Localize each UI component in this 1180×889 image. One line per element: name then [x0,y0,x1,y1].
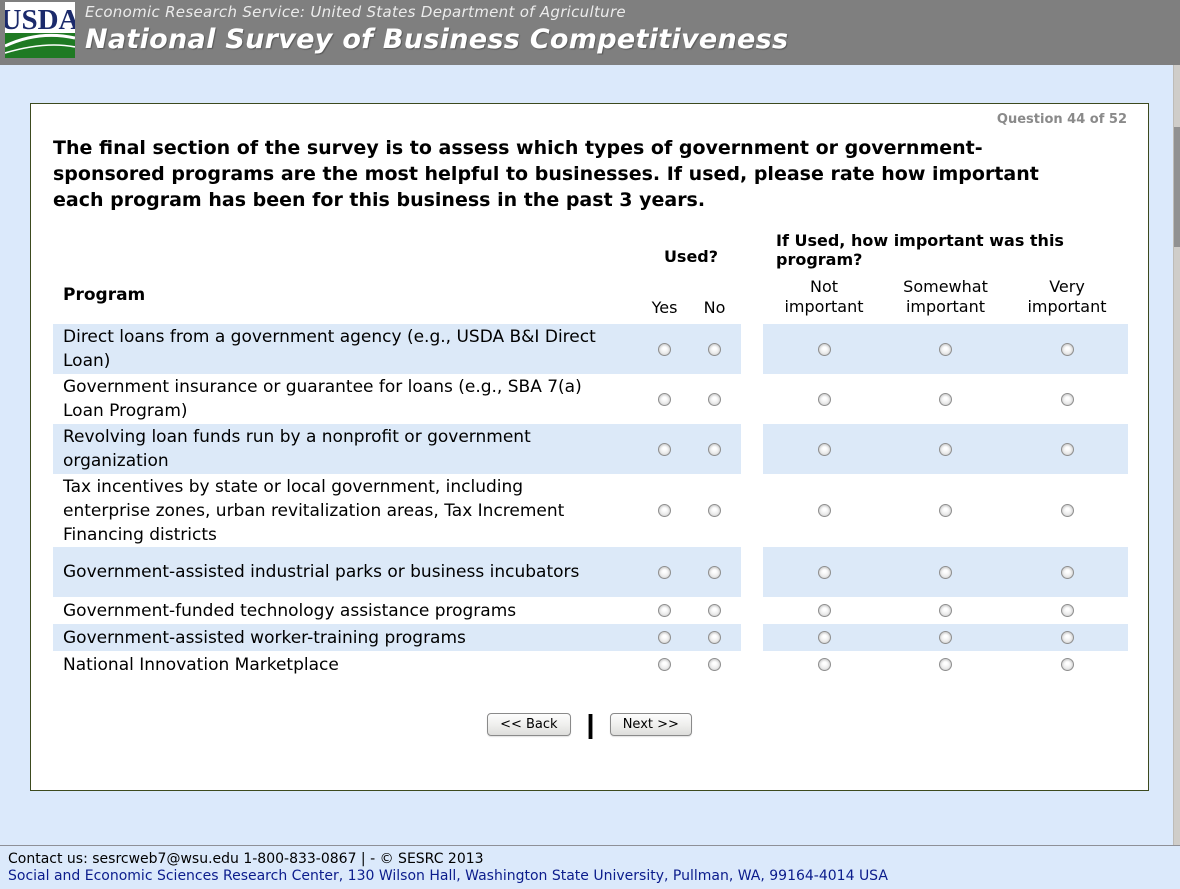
radio-very-important[interactable] [1060,631,1074,644]
radio-used-yes[interactable] [658,392,671,406]
radio-very-important[interactable] [1060,565,1074,579]
radio-not-important[interactable] [817,342,831,356]
not-important-column-header: Not important [784,277,864,316]
radio-not-important[interactable] [817,604,831,617]
radio-used-yes[interactable] [658,658,671,671]
program-label: Government insurance or guarantee for lo… [63,377,582,421]
radio-very-important[interactable] [1060,658,1074,671]
program-label: Government-funded technology assistance … [63,600,517,621]
radio-somewhat-important[interactable] [939,565,952,579]
table-row: National Innovation Marketplace [53,651,1148,678]
radio-used-no[interactable] [708,631,721,644]
radio-used-no[interactable] [708,342,721,356]
scrollbar-track[interactable] [1173,65,1180,889]
usda-logo: USDA [1,2,80,58]
radio-used-yes[interactable] [658,604,671,617]
radio-very-important[interactable] [1060,604,1074,617]
used-column-group-header: Used? [663,247,719,266]
survey-panel: Question 44 of 52 The final section of t… [30,103,1149,791]
scrollbar-thumb[interactable] [1174,127,1180,247]
usda-logo-text: USDA [5,4,75,36]
radio-very-important[interactable] [1060,504,1074,517]
radio-somewhat-important[interactable] [939,604,952,617]
program-table: Used? If Used, how important was this pr… [53,231,1148,678]
usda-logo-icon: USDA [1,2,80,58]
table-row: Government insurance or guarantee for lo… [53,374,1148,424]
table-header-columns: Program Yes No Not important Somewhat im… [53,277,1148,317]
radio-very-important[interactable] [1060,392,1074,406]
footer-address-line: Social and Economic Sciences Research Ce… [8,868,888,884]
yes-column-header: Yes [651,298,678,317]
button-separator: | [583,710,597,739]
survey-title: National Survey of Business Competitiven… [85,24,789,55]
question-counter: Question 44 of 52 [996,112,1127,127]
radio-not-important[interactable] [817,631,831,644]
agency-line: Economic Research Service: United States… [85,3,626,21]
table-row: Government-assisted industrial parks or … [53,547,1148,597]
footer-contact-line: Contact us: sesrcweb7@wsu.edu 1-800-833-… [8,851,484,867]
program-label: National Innovation Marketplace [63,654,339,675]
radio-used-yes[interactable] [658,631,671,644]
program-column-header: Program [63,285,146,305]
somewhat-important-column-header: Somewhat important [903,277,988,316]
radio-somewhat-important[interactable] [939,631,952,644]
radio-used-no[interactable] [708,658,721,671]
table-row: Direct loans from a government agency (e… [53,324,1148,374]
radio-somewhat-important[interactable] [939,392,952,406]
header-bar: USDA Economic Research Service: United S… [0,0,1180,65]
table-row: Revolving loan funds run by a nonprofit … [53,424,1148,474]
table-row: Government-assisted worker-training prog… [53,624,1148,651]
very-important-column-header: Very important [1027,277,1107,316]
no-column-header: No [703,298,726,317]
radio-somewhat-important[interactable] [939,442,952,456]
radio-used-yes[interactable] [658,442,671,456]
radio-used-no[interactable] [708,392,721,406]
radio-not-important[interactable] [817,504,831,517]
importance-column-group-header: If Used, how important was this program? [776,231,1064,269]
table-row: Tax incentives by state or local governm… [53,474,1148,547]
radio-very-important[interactable] [1060,442,1074,456]
next-button[interactable]: Next >> [609,713,692,736]
radio-used-no[interactable] [708,504,721,517]
question-text: The final section of the survey is to as… [53,137,1039,211]
radio-used-yes[interactable] [658,342,671,356]
table-header-groups: Used? If Used, how important was this pr… [53,231,1148,269]
navigation-buttons: << Back | Next >> [31,710,1148,739]
program-label: Tax incentives by state or local governm… [63,476,565,545]
radio-used-yes[interactable] [658,565,671,579]
radio-not-important[interactable] [817,658,831,671]
radio-somewhat-important[interactable] [939,504,952,517]
back-button[interactable]: << Back [487,713,571,736]
radio-somewhat-important[interactable] [939,342,952,356]
radio-used-yes[interactable] [658,504,671,517]
radio-not-important[interactable] [817,442,831,456]
program-label: Government-assisted worker-training prog… [53,624,641,651]
radio-not-important[interactable] [817,565,831,579]
radio-used-no[interactable] [708,604,721,617]
radio-used-no[interactable] [708,442,721,456]
table-row: Government-funded technology assistance … [53,597,1148,624]
radio-not-important[interactable] [817,392,831,406]
footer: Contact us: sesrcweb7@wsu.edu 1-800-833-… [0,845,1180,889]
radio-very-important[interactable] [1060,342,1074,356]
program-label: Revolving loan funds run by a nonprofit … [53,424,641,474]
radio-somewhat-important[interactable] [939,658,952,671]
program-label: Direct loans from a government agency (e… [53,324,641,374]
radio-used-no[interactable] [708,565,721,579]
program-label: Government-assisted industrial parks or … [53,547,641,597]
